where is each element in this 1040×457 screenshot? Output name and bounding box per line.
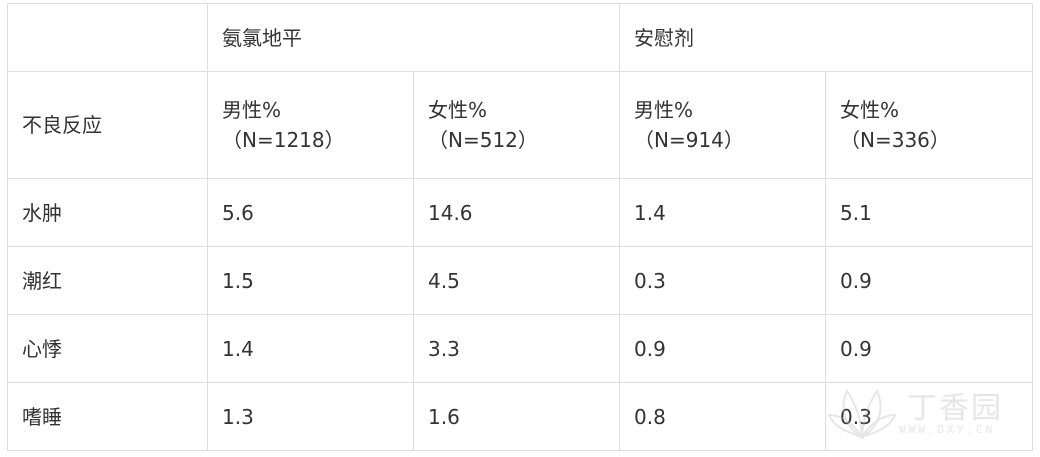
value-cell: 0.3 xyxy=(619,246,826,315)
value-cell: 1.4 xyxy=(619,178,826,247)
table-row: 潮红 1.5 4.5 0.3 0.9 xyxy=(7,246,1033,315)
group-header-row: 氨氯地平 安慰剂 xyxy=(7,3,1033,72)
value-cell: 0.9 xyxy=(825,246,1033,315)
sub-header-count: （N=1218） xyxy=(222,128,345,152)
sub-header-label: 女性% xyxy=(428,98,488,122)
value-cell: 14.6 xyxy=(413,178,620,247)
sub-header-label: 男性% xyxy=(222,98,282,122)
value-cell: 5.6 xyxy=(207,178,414,247)
sub-header-placebo-female: 女性% （N=336） xyxy=(825,71,1033,179)
value-cell: 1.5 xyxy=(207,246,414,315)
row-name-cell: 水肿 xyxy=(7,178,208,247)
adverse-reactions-table: 氨氯地平 安慰剂 不良反应 男性% （N=1218） 女性% （N=512） 男… xyxy=(7,3,1033,451)
value-cell: 0.9 xyxy=(825,314,1033,383)
sub-header-count: （N=336） xyxy=(840,128,950,152)
sub-header-label: 男性% xyxy=(634,98,694,122)
sub-header-row: 不良反应 男性% （N=1218） 女性% （N=512） 男性% （N=914… xyxy=(7,71,1033,179)
sub-header-count: （N=512） xyxy=(428,128,538,152)
group-header-drug: 氨氯地平 xyxy=(207,3,620,72)
table-row: 心悸 1.4 3.3 0.9 0.9 xyxy=(7,314,1033,383)
value-cell: 0.3 xyxy=(825,382,1033,451)
sub-header-placebo-male: 男性% （N=914） xyxy=(619,71,826,179)
row-name-cell: 心悸 xyxy=(7,314,208,383)
value-cell: 5.1 xyxy=(825,178,1033,247)
row-name-cell: 嗜睡 xyxy=(7,382,208,451)
value-cell: 3.3 xyxy=(413,314,620,383)
sub-header-drug-male: 男性% （N=1218） xyxy=(207,71,414,179)
value-cell: 1.3 xyxy=(207,382,414,451)
value-cell: 1.6 xyxy=(413,382,620,451)
empty-corner-cell xyxy=(7,3,208,72)
value-cell: 0.8 xyxy=(619,382,826,451)
sub-header-label: 女性% xyxy=(840,98,900,122)
group-header-placebo: 安慰剂 xyxy=(619,3,1033,72)
table-row: 嗜睡 1.3 1.6 0.8 0.3 xyxy=(7,382,1033,451)
value-cell: 0.9 xyxy=(619,314,826,383)
row-name-cell: 潮红 xyxy=(7,246,208,315)
table-row: 水肿 5.6 14.6 1.4 5.1 xyxy=(7,178,1033,247)
row-header-label: 不良反应 xyxy=(7,71,208,179)
sub-header-drug-female: 女性% （N=512） xyxy=(413,71,620,179)
value-cell: 4.5 xyxy=(413,246,620,315)
sub-header-count: （N=914） xyxy=(634,128,744,152)
value-cell: 1.4 xyxy=(207,314,414,383)
